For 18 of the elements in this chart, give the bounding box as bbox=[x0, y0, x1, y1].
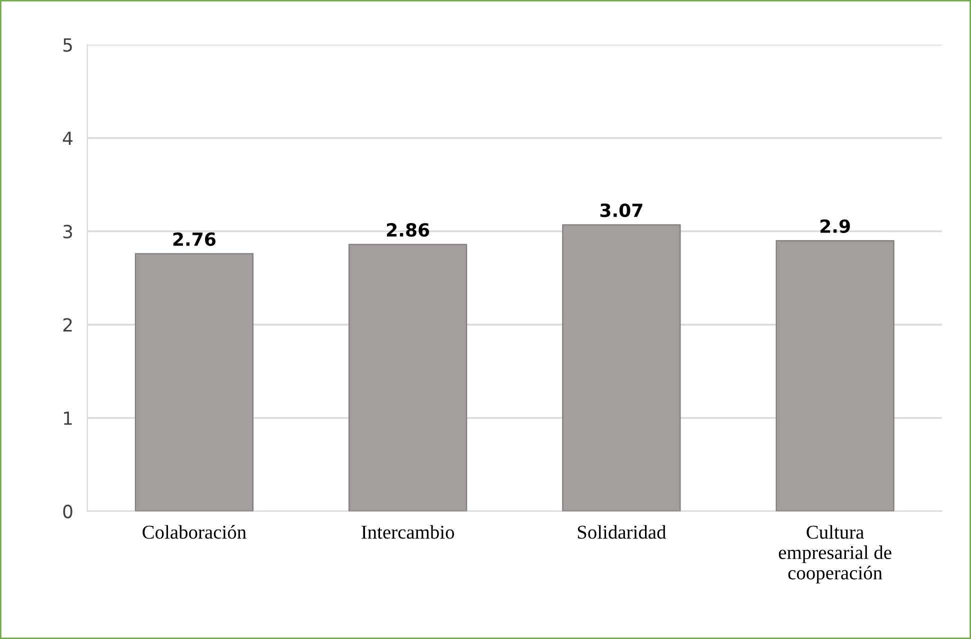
bar bbox=[562, 224, 681, 512]
data-label: 3.07 bbox=[600, 203, 642, 218]
y-tick-label: 4 bbox=[62, 132, 72, 145]
bar bbox=[776, 240, 894, 512]
data-label: 2.86 bbox=[386, 223, 430, 237]
y-tick-label: 5 bbox=[63, 38, 72, 52]
bar bbox=[348, 244, 468, 512]
data-label: 2.9 bbox=[820, 219, 850, 233]
x-tick-label: Cultura empresarial de cooperación bbox=[778, 525, 892, 584]
x-tick-label: Colaboración bbox=[142, 525, 246, 539]
y-tick-label: 0 bbox=[63, 504, 72, 518]
x-tick-label: Solidaridad bbox=[578, 525, 666, 539]
bar bbox=[134, 253, 254, 512]
x-tick-label: Intercambio bbox=[362, 525, 454, 539]
y-tick-label: 1 bbox=[64, 412, 72, 425]
y-tick-label: 3 bbox=[63, 224, 72, 238]
y-tick-label: 2 bbox=[63, 318, 72, 332]
data-label: 2.76 bbox=[173, 232, 216, 246]
